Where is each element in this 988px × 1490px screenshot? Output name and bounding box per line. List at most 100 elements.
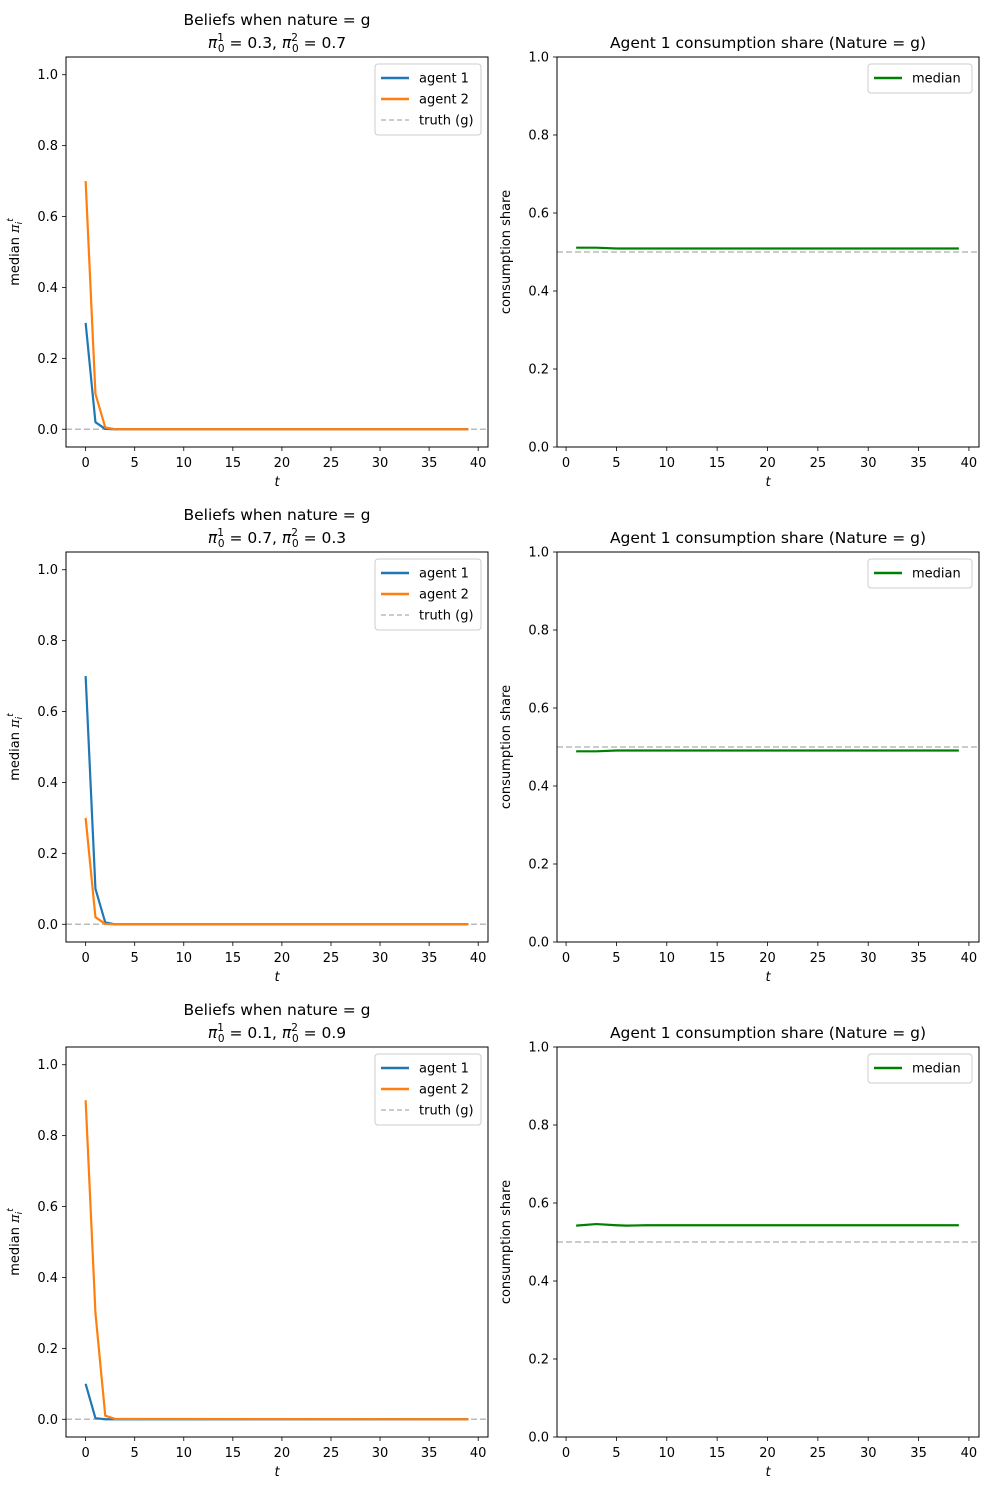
y-tick-label: 0.0 <box>37 423 58 438</box>
y-tick-label: 1.0 <box>528 546 549 561</box>
legend-label: agent 1 <box>419 1062 469 1077</box>
x-axis-label: t <box>274 1465 280 1480</box>
x-tick-label: 20 <box>274 951 291 966</box>
x-tick-label: 10 <box>175 456 192 471</box>
subtitle-part: 0 <box>218 43 225 55</box>
chart-panel-1: 0 5 10 15 20 25 30 35 400.00.20.40.60.81.0tmedia… <box>6 11 489 490</box>
legend-label: median <box>912 567 961 582</box>
x-tick-label: 40 <box>470 951 487 966</box>
y-label-symbol: π <box>8 1214 23 1224</box>
x-tick-label: 0 <box>562 456 570 471</box>
legend-label: agent 2 <box>419 588 469 603</box>
legend: median <box>867 63 973 94</box>
x-tick-label: 5 <box>131 951 139 966</box>
y-tick-label: 0.2 <box>37 847 58 862</box>
y-axis-label: consumption share <box>499 1180 514 1304</box>
x-tick-label: 40 <box>961 1446 978 1461</box>
plot-area <box>66 181 488 431</box>
x-tick-label: 10 <box>659 951 676 966</box>
y-label-sub: i <box>15 1211 25 1214</box>
y-label-sub: i <box>15 221 25 224</box>
subtitle-part: π <box>208 34 218 52</box>
y-tick-label: 0.4 <box>528 1275 549 1290</box>
y-label-text: median <box>8 233 23 286</box>
x-tick-label: 30 <box>860 951 877 966</box>
subtitle-part: π <box>208 1024 218 1042</box>
subtitle-part: 0 <box>292 1033 299 1045</box>
subtitle-part: 1 <box>217 527 224 539</box>
chart-title: Beliefs when nature = g <box>183 11 370 29</box>
y-tick-label: 0.6 <box>528 207 549 222</box>
y-tick-label: 0.2 <box>37 1342 58 1357</box>
plot-frame <box>65 56 489 448</box>
y-tick-label: 1.0 <box>528 1041 549 1056</box>
x-tick-label: 5 <box>612 456 620 471</box>
legend-label: agent 1 <box>419 567 469 582</box>
plot-frame <box>556 56 980 448</box>
plot-area <box>66 676 488 926</box>
y-axis-label: consumption share <box>499 190 514 314</box>
subtitle-part: = 0.3, <box>225 34 282 52</box>
legend-frame <box>867 1053 973 1084</box>
y-label-symbol: π <box>8 719 23 729</box>
subtitle-part: 1 <box>217 1022 224 1034</box>
series-line-median <box>576 246 959 250</box>
series-line-median <box>576 1222 959 1227</box>
x-tick-label: 0 <box>562 951 570 966</box>
y-label-text: median <box>8 728 23 781</box>
y-tick-label: 0.0 <box>528 936 549 951</box>
chart-panel-2: 0 5 10 15 20 25 30 35 40 0.0 0.2 0.4 0.6 0.8 1.0 t consu… <box>499 34 980 490</box>
x-tick-label: 0 <box>562 1446 570 1461</box>
x-tick-label: 5 <box>612 951 620 966</box>
chart-title: Agent 1 consumption share (Nature = g) <box>610 529 926 547</box>
x-tick-label: 30 <box>372 951 389 966</box>
x-tick-label: 10 <box>659 1446 676 1461</box>
y-label-symbol: π <box>8 224 23 234</box>
plot-area <box>66 1100 488 1421</box>
subtitle-part: 2 <box>291 32 298 44</box>
legend-label: median <box>912 1062 961 1077</box>
y-tick-label: 0.8 <box>37 1129 58 1144</box>
y-tick-label: 0.4 <box>528 780 549 795</box>
chart-panel-4: 0 5 10 15 20 25 30 35 40 0.0 0.2 0.4 0.6 0.8 1.0 t consu… <box>499 529 980 985</box>
y-tick-label: 0.6 <box>37 705 58 720</box>
y-axis-label: median πit <box>6 1208 25 1276</box>
y-tick-label: 0.4 <box>37 776 58 791</box>
x-axis-label: t <box>274 970 280 985</box>
y-tick-label: 0.2 <box>37 352 58 367</box>
y-tick-label: 0.0 <box>528 1431 549 1446</box>
chart-title: Agent 1 consumption share (Nature = g) <box>610 1024 926 1042</box>
y-tick-label: 0.8 <box>37 634 58 649</box>
y-tick-label: 0.0 <box>528 441 549 456</box>
plot-frame <box>65 551 489 943</box>
x-tick-label: 20 <box>274 1446 291 1461</box>
x-tick-label: 5 <box>612 1446 620 1461</box>
x-tick-label: 15 <box>225 951 242 966</box>
legend-label: agent 2 <box>419 1083 469 1098</box>
x-axis-label: t <box>765 1465 771 1480</box>
subtitle-part: 0 <box>218 1033 225 1045</box>
x-tick-label: 15 <box>225 1446 242 1461</box>
x-tick-label: 10 <box>175 951 192 966</box>
subtitle-part: π <box>282 529 292 547</box>
subtitle-part: π <box>208 529 218 547</box>
y-tick-label: 0.8 <box>528 624 549 639</box>
y-label-text: median <box>8 1223 23 1276</box>
x-tick-label: 10 <box>659 456 676 471</box>
y-axis-label: median πit <box>6 218 25 286</box>
subtitle-part: 0 <box>292 43 299 55</box>
x-tick-label: 20 <box>759 951 776 966</box>
x-tick-label: 25 <box>323 951 340 966</box>
y-tick-label: 1.0 <box>37 1058 58 1073</box>
subtitle-part: 0 <box>292 538 299 550</box>
x-tick-label: 30 <box>860 456 877 471</box>
x-tick-label: 30 <box>372 1446 389 1461</box>
legend: agent 1 agent 2 truth (g) <box>374 63 482 136</box>
y-tick-label: 1.0 <box>37 563 58 578</box>
x-tick-label: 20 <box>759 1446 776 1461</box>
chart-panel-3: 0 5 10 15 20 25 30 35 400.00.20.40.60.81.0tmedia… <box>6 506 489 985</box>
chart-panel-6: 0 5 10 15 20 25 30 35 40 0.0 0.2 0.4 0.6 0.8 1.0 t consu… <box>499 1024 980 1480</box>
y-tick-label: 0.8 <box>528 1119 549 1134</box>
chart-subtitle: π1 0 = 0.3, π2 0 = 0.7 <box>208 32 346 55</box>
